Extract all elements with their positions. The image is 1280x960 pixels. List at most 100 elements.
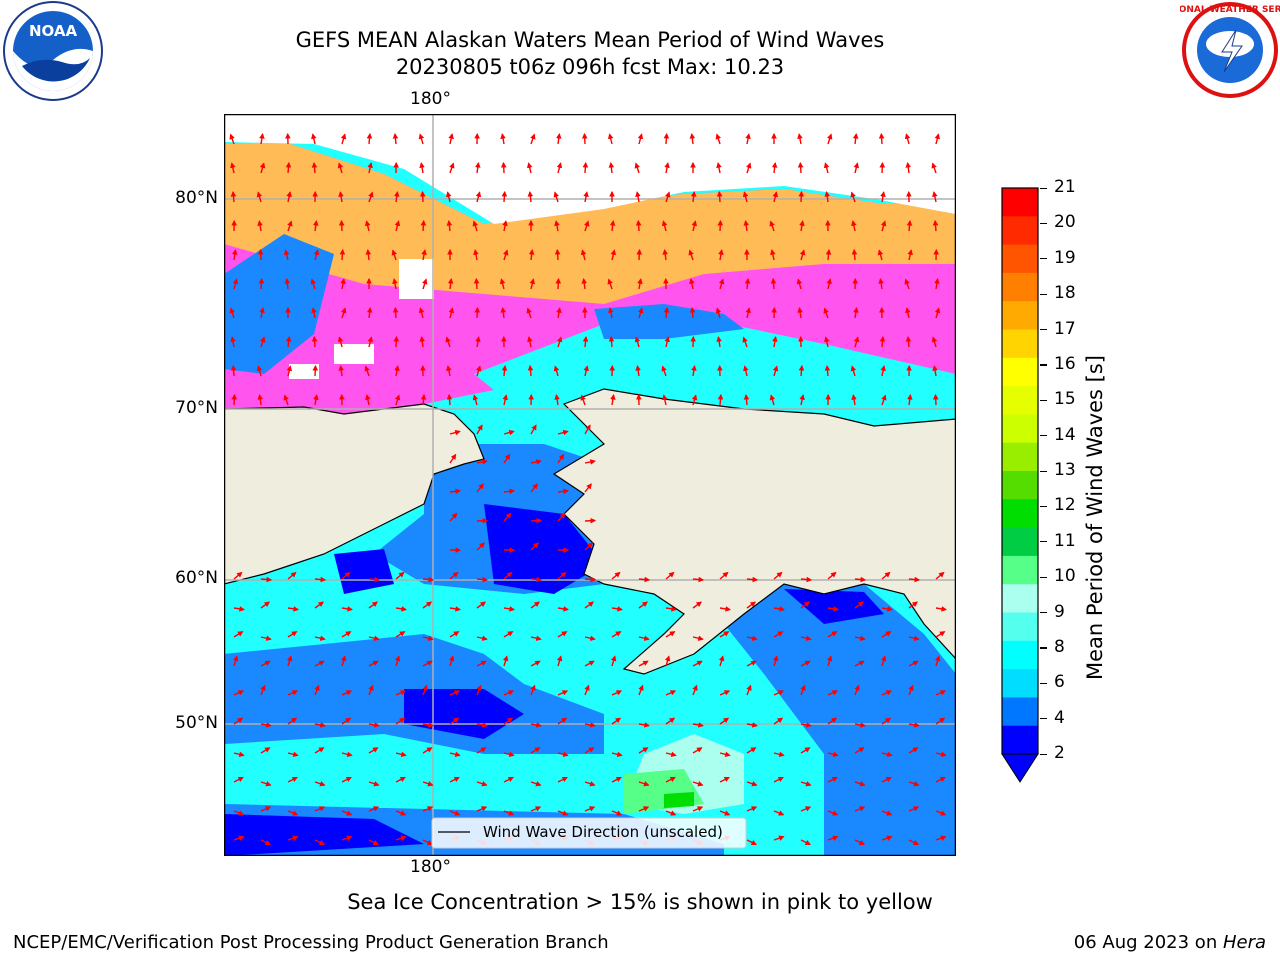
wave-direction-arrow: [584, 747, 595, 754]
wave-direction-arrow: [769, 220, 775, 232]
wave-direction-arrow: [880, 191, 886, 203]
wave-direction-arrow: [557, 453, 565, 464]
footer-host: Hera: [1222, 932, 1266, 953]
colorbar-tick-label: 14: [1054, 424, 1076, 445]
wave-direction-arrow: [233, 810, 245, 816]
wave-direction-arrow: [314, 601, 325, 609]
wave-direction-arrow: [366, 306, 373, 319]
wave-direction-arrow: [692, 660, 703, 667]
wave-direction-arrow: [257, 248, 264, 261]
wave-direction-arrow: [581, 132, 588, 145]
wave-direction-arrow: [905, 161, 911, 174]
wave-direction-arrow: [932, 365, 938, 377]
wave-direction-arrow: [449, 162, 455, 174]
wave-direction-arrow: [665, 810, 677, 816]
wave-direction-arrow: [233, 571, 243, 580]
wave-direction-arrow: [800, 576, 813, 583]
wave-direction-arrow: [746, 684, 752, 696]
wave-direction-arrow: [663, 132, 670, 145]
wave-direction-arrow: [718, 655, 725, 667]
wave-direction-arrow: [528, 248, 535, 261]
wave-direction-arrow: [824, 190, 830, 203]
wave-direction-arrow: [584, 722, 596, 728]
wave-direction-arrow: [287, 717, 298, 725]
wave-direction-arrow: [556, 162, 563, 174]
wave-direction-arrow: [366, 132, 373, 145]
pacific-peak-period: [664, 792, 694, 808]
wave-direction-arrow: [719, 717, 730, 725]
footer-date: 06 Aug 2023 on Hera: [1074, 932, 1266, 953]
wave-direction-arrow: [638, 601, 649, 609]
colorbar-tick-mark: [1040, 505, 1047, 508]
wave-direction-arrow: [908, 601, 919, 609]
wave-direction-arrow: [449, 690, 461, 696]
wave-direction-arrow: [823, 162, 830, 174]
wave-direction-arrow: [341, 835, 353, 841]
colorbar-band: [1002, 527, 1038, 557]
wave-direction-arrow: [691, 394, 698, 406]
wave-direction-arrow: [881, 571, 891, 580]
wave-direction-arrow: [259, 162, 266, 174]
wave-direction-arrow: [285, 161, 292, 174]
wave-direction-arrow: [746, 635, 758, 641]
wave-direction-arrow: [341, 571, 351, 580]
sea-ice-caption: Sea Ice Concentration > 15% is shown in …: [347, 890, 933, 914]
wave-direction-arrow: [854, 806, 866, 812]
wave-direction-arrow: [527, 364, 534, 377]
colorbar-label-wrap: Mean Period of Wind Waves [s]: [1083, 355, 1113, 710]
wave-direction-arrow: [310, 278, 316, 290]
wave-direction-arrow: [881, 717, 892, 725]
colorbar-tick-mark: [1040, 718, 1047, 720]
colorbar-tick-label: 2: [1054, 743, 1065, 763]
colorbar-band: [1002, 216, 1038, 246]
wave-direction-arrow: [718, 278, 725, 290]
wave-direction-arrow: [580, 394, 586, 406]
wave-direction-arrow: [638, 684, 644, 696]
colorbar-band: [1002, 725, 1038, 755]
wave-direction-arrow: [746, 781, 758, 787]
wave-direction-arrow: [476, 517, 489, 524]
wave-direction-arrow: [746, 839, 758, 846]
wave-direction-arrow: [395, 776, 406, 783]
colorbar-tick-label: 10: [1054, 566, 1076, 587]
wave-direction-arrow: [229, 133, 235, 145]
wave-direction-arrow: [476, 424, 483, 435]
wave-direction-arrow: [611, 571, 621, 580]
open-water-arctic: [225, 234, 334, 374]
wave-direction-arrow: [446, 393, 453, 406]
wave-direction-arrow: [719, 606, 732, 612]
wave-direction-arrow: [799, 394, 805, 406]
wave-direction-arrow: [935, 571, 945, 580]
wave-direction-arrow: [638, 747, 649, 754]
no-data-patch: [399, 259, 434, 299]
wave-direction-arrow: [905, 335, 912, 348]
wave-direction-arrow: [661, 365, 667, 377]
wave-direction-arrow: [392, 306, 399, 319]
wave-direction-arrow: [716, 335, 722, 348]
wave-direction-arrow: [502, 394, 508, 406]
wave-direction-arrow: [476, 747, 487, 754]
lat-label-80: 80°N: [175, 188, 218, 208]
wave-direction-arrow: [879, 335, 886, 348]
colorbar-tick-mark: [1040, 258, 1047, 260]
wave-direction-arrow: [582, 335, 589, 348]
wave-direction-arrow: [314, 747, 325, 754]
wave-direction-arrow: [690, 190, 697, 203]
wave-direction-arrow: [853, 162, 860, 174]
wave-direction-arrow: [665, 751, 677, 758]
wave-direction-arrow: [260, 576, 273, 583]
wave-direction-arrow: [392, 278, 398, 290]
wave-direction-arrow: [742, 191, 749, 203]
wave-direction-arrow: [260, 684, 266, 696]
colorbar-tick-mark: [1040, 399, 1047, 401]
wave-direction-arrow: [718, 249, 724, 261]
wave-direction-arrow: [448, 655, 455, 667]
wave-direction-arrow: [526, 162, 533, 174]
wave-direction-arrow: [286, 655, 293, 667]
wave-direction-arrow: [476, 806, 488, 812]
wave-direction-arrow: [259, 307, 265, 319]
wave-direction-arrow: [771, 161, 778, 174]
wave-direction-arrow: [635, 364, 641, 377]
wave-direction-arrow: [554, 248, 561, 261]
colorbar-band: [1002, 499, 1038, 529]
